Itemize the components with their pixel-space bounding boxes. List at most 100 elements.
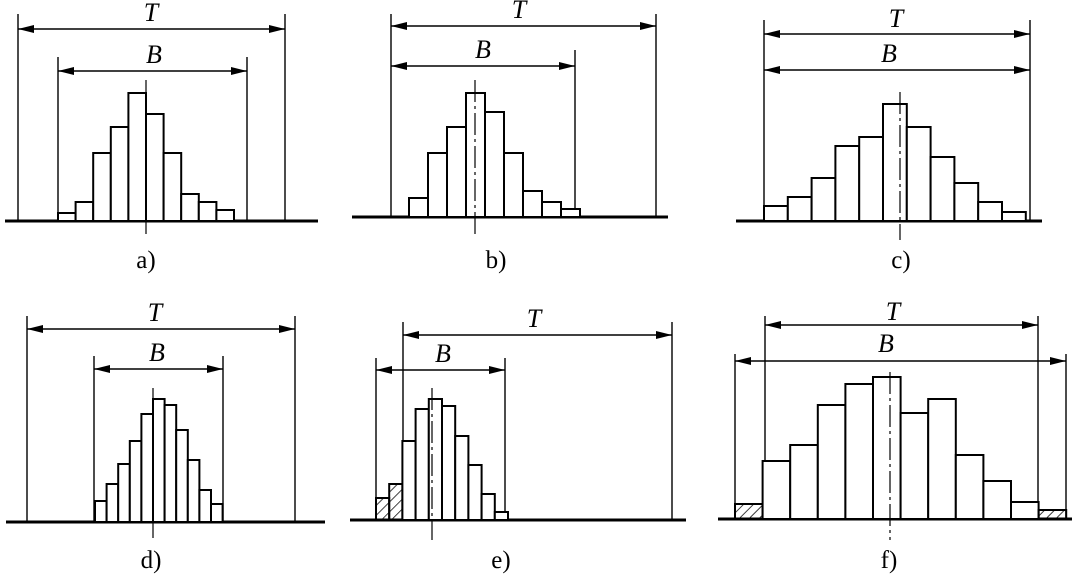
spread-arrow bbox=[94, 365, 223, 373]
histogram-bar bbox=[117, 463, 131, 523]
tolerance-label: T bbox=[148, 298, 164, 327]
histogram-bar bbox=[198, 489, 212, 523]
histogram-bar bbox=[454, 435, 470, 521]
histogram-bar bbox=[858, 136, 885, 222]
histogram-bars bbox=[57, 92, 235, 222]
histogram-bars bbox=[763, 103, 1027, 222]
caption: c) bbox=[891, 247, 910, 274]
histogram-bar bbox=[789, 444, 819, 520]
diagram-c: T B c) bbox=[736, 4, 1042, 274]
tolerance-arrow bbox=[765, 321, 1038, 329]
histogram-bar bbox=[834, 145, 861, 222]
histogram-bar-out-of-tolerance bbox=[375, 497, 391, 521]
histogram-bar bbox=[145, 113, 165, 222]
histogram-bar bbox=[128, 440, 143, 523]
histogram-bar bbox=[503, 152, 524, 218]
diagram-a: T B a) bbox=[5, 0, 318, 274]
histogram-bar bbox=[92, 152, 112, 222]
histogram-bar-out-of-tolerance bbox=[1037, 509, 1068, 520]
histogram-bar bbox=[882, 103, 908, 222]
histogram-bar bbox=[401, 440, 417, 521]
caption: e) bbox=[491, 547, 510, 574]
spread-label: B bbox=[149, 338, 165, 367]
histogram-bar bbox=[905, 126, 932, 222]
histogram-bar bbox=[927, 398, 957, 520]
histogram-bar bbox=[899, 412, 930, 520]
tolerance-arrow bbox=[27, 325, 295, 333]
histogram-bar bbox=[493, 511, 509, 521]
histogram-bar bbox=[74, 201, 95, 222]
histogram-bar bbox=[210, 503, 224, 523]
histogram-bar bbox=[953, 182, 980, 222]
tolerance-arrow bbox=[391, 22, 656, 30]
histogram-bar bbox=[186, 459, 201, 523]
histogram-bar bbox=[414, 408, 430, 521]
caption: d) bbox=[141, 547, 162, 574]
histogram-bar bbox=[810, 177, 837, 222]
histogram-bar-out-of-tolerance bbox=[734, 503, 764, 520]
histogram-bar bbox=[763, 205, 789, 222]
histogram-bar bbox=[929, 156, 956, 222]
histogram-bar bbox=[982, 480, 1013, 520]
spread-arrow bbox=[391, 62, 575, 70]
tolerance-label: T bbox=[512, 0, 528, 24]
histogram-bar bbox=[480, 493, 496, 521]
histogram-bar bbox=[140, 413, 154, 523]
histogram-bar bbox=[215, 209, 235, 222]
histogram-bar bbox=[152, 398, 166, 523]
histogram-bar bbox=[816, 404, 847, 520]
histogram-bar bbox=[105, 483, 120, 523]
histogram-bars bbox=[94, 398, 224, 523]
spread-label: B bbox=[475, 35, 491, 64]
spread-label: B bbox=[146, 40, 162, 69]
histogram-bar bbox=[522, 190, 543, 218]
histogram-bar bbox=[467, 464, 483, 521]
tolerance-arrow bbox=[764, 30, 1030, 38]
spread-arrow bbox=[764, 66, 1030, 74]
tolerance-arrow bbox=[18, 25, 285, 33]
histogram-bar bbox=[57, 212, 77, 222]
histogram-bar bbox=[427, 152, 448, 218]
histogram-bar bbox=[109, 126, 130, 222]
spread-arrow bbox=[735, 357, 1066, 365]
histogram-bar bbox=[1010, 501, 1040, 520]
diagram-b: T B b) bbox=[352, 0, 668, 274]
tolerance-label: T bbox=[886, 297, 902, 326]
diagram-e: T B e) bbox=[350, 304, 686, 574]
histogram-bar bbox=[94, 500, 108, 523]
diagram-f: T B f) bbox=[718, 297, 1072, 574]
histogram-bar bbox=[541, 201, 562, 218]
histogram-bar bbox=[761, 460, 792, 520]
spread-label: B bbox=[435, 339, 451, 368]
spread-arrow bbox=[58, 67, 247, 75]
diagram-d: T B d) bbox=[6, 298, 325, 574]
histogram-bar bbox=[441, 405, 457, 521]
spread-arrow bbox=[376, 366, 505, 374]
histogram-bar bbox=[844, 383, 875, 520]
tolerance-label: T bbox=[889, 4, 905, 33]
histogram-bar bbox=[197, 201, 218, 222]
histogram-bars bbox=[408, 92, 581, 218]
caption: a) bbox=[136, 247, 155, 274]
spread-label: B bbox=[881, 39, 897, 68]
histogram-bars bbox=[375, 398, 509, 521]
caption: f) bbox=[881, 547, 898, 574]
histogram-bar bbox=[560, 208, 581, 218]
tolerance-label: T bbox=[527, 304, 543, 333]
histogram-bar bbox=[427, 398, 443, 521]
histogram-bars bbox=[734, 376, 1068, 520]
histogram-bar bbox=[977, 201, 1004, 222]
caption: b) bbox=[486, 247, 507, 274]
histogram-bar bbox=[1001, 211, 1027, 222]
histogram-bar bbox=[786, 196, 813, 222]
histogram-bar-out-of-tolerance bbox=[388, 483, 404, 521]
histogram-bar bbox=[408, 197, 429, 218]
spread-label: B bbox=[878, 329, 894, 358]
histogram-bar bbox=[127, 92, 147, 222]
histogram-bar bbox=[872, 376, 902, 520]
tolerance-arrow bbox=[403, 331, 672, 339]
tolerance-label: T bbox=[144, 0, 160, 27]
histogram-bar bbox=[175, 429, 189, 523]
